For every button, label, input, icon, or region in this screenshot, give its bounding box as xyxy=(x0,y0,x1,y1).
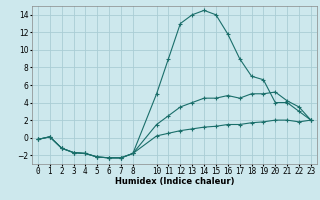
X-axis label: Humidex (Indice chaleur): Humidex (Indice chaleur) xyxy=(115,177,234,186)
